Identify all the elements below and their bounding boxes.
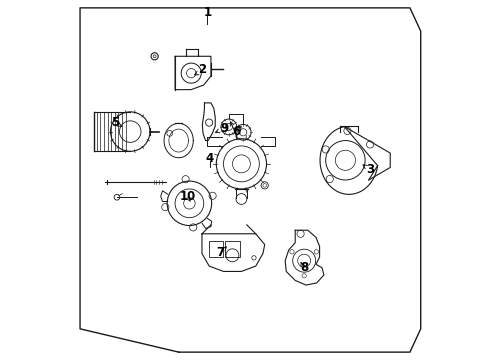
Text: 4: 4 xyxy=(206,152,214,165)
Text: 9: 9 xyxy=(220,122,228,135)
Text: 7: 7 xyxy=(217,246,225,259)
Text: 10: 10 xyxy=(179,190,196,203)
Text: 6: 6 xyxy=(232,125,240,138)
Text: 2: 2 xyxy=(198,63,207,76)
Text: 3: 3 xyxy=(367,163,374,176)
Text: 5: 5 xyxy=(111,116,119,129)
Text: 1: 1 xyxy=(203,6,211,19)
FancyBboxPatch shape xyxy=(209,241,223,257)
FancyBboxPatch shape xyxy=(225,241,240,257)
Text: 8: 8 xyxy=(300,261,308,274)
